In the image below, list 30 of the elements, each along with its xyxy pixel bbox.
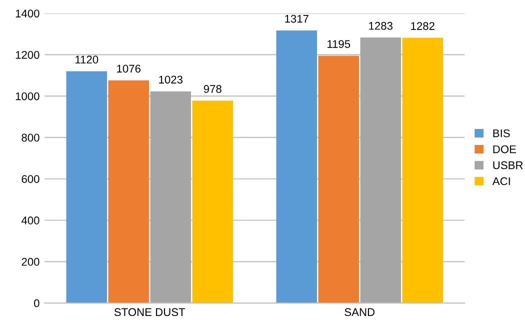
bar xyxy=(192,100,233,304)
y-tick-label: 800 xyxy=(22,134,40,142)
x-tick-label: SAND xyxy=(344,308,375,316)
bar xyxy=(150,91,191,304)
data-label: 1023 xyxy=(159,76,182,84)
y-tick-label: 400 xyxy=(21,216,40,224)
y-tick-label: 1000 xyxy=(16,92,40,100)
legend-label: USBR xyxy=(493,161,523,170)
y-tick-label: 1200 xyxy=(16,50,40,59)
bar xyxy=(360,38,401,304)
y-tick-label: 1400 xyxy=(16,10,40,18)
data-label: 978 xyxy=(204,85,222,93)
y-tick-label: 600 xyxy=(22,175,40,184)
data-label: 1120 xyxy=(76,56,98,64)
bar xyxy=(66,71,107,304)
data-label: 1282 xyxy=(411,22,434,30)
data-label: 1076 xyxy=(117,64,140,73)
data-label: 1195 xyxy=(328,40,350,48)
y-tick-label: 200 xyxy=(22,258,40,266)
bar xyxy=(318,56,359,304)
legend-label: DOE xyxy=(493,145,516,154)
bar xyxy=(108,80,149,304)
bar xyxy=(276,30,317,304)
legend-label: ACI xyxy=(492,177,510,186)
data-label: 1283 xyxy=(369,22,392,30)
x-tick-label: STONE DUST xyxy=(114,308,186,316)
bar xyxy=(402,38,443,304)
y-tick-label: 0 xyxy=(34,299,40,308)
data-label: 1317 xyxy=(285,14,308,23)
legend-label: BIS xyxy=(493,129,510,138)
